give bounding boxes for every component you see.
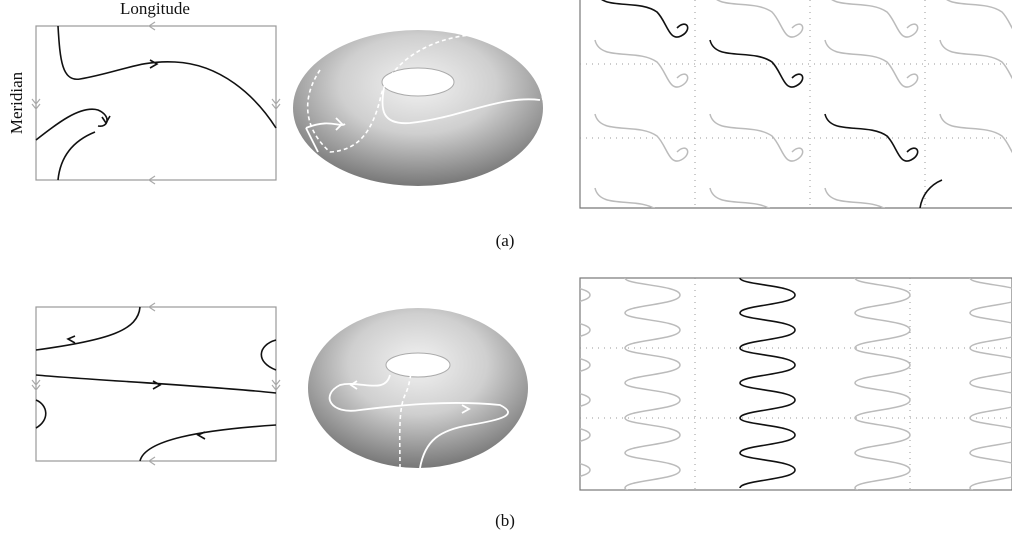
curve xyxy=(140,425,276,461)
curve xyxy=(58,132,95,180)
curve-copy xyxy=(595,188,688,235)
domain-frame xyxy=(36,26,276,180)
curve xyxy=(36,375,276,393)
curve-copy xyxy=(855,313,910,383)
curve-copy xyxy=(595,0,688,37)
y-label: Meridian xyxy=(7,71,26,134)
curve-copy xyxy=(855,383,910,453)
arrow xyxy=(68,336,205,439)
curve-copy xyxy=(825,0,918,37)
curve xyxy=(58,26,276,128)
curve-copy xyxy=(740,418,795,488)
curve-copy xyxy=(855,453,910,523)
torus-hole xyxy=(382,68,454,96)
panel-b-domain xyxy=(32,303,280,465)
edge-arrows xyxy=(149,22,155,184)
curve-copy xyxy=(595,40,688,87)
curve-copy xyxy=(710,0,803,37)
torus-a xyxy=(293,30,543,186)
torus xyxy=(308,308,528,468)
curve-copy xyxy=(535,348,590,418)
curve-copy xyxy=(825,188,918,235)
axes xyxy=(580,0,1012,208)
curve xyxy=(36,109,107,140)
caption: (b) xyxy=(495,511,515,530)
curve-copy xyxy=(535,278,590,348)
curve-copy xyxy=(740,278,795,348)
copies xyxy=(535,243,1012,523)
curve xyxy=(36,307,140,350)
tiling-b xyxy=(535,243,1012,523)
curve-copy xyxy=(535,418,590,488)
curve-copy xyxy=(710,188,803,235)
curve-copy xyxy=(710,114,803,161)
figure: Longitude Meridian xyxy=(0,0,1012,535)
curve-copy xyxy=(740,348,795,418)
arrow xyxy=(150,60,157,68)
curve-copy xyxy=(595,114,688,161)
edge-arrows xyxy=(32,380,280,390)
curve-copy xyxy=(625,453,680,523)
panel-a-domain: Longitude Meridian xyxy=(7,0,280,184)
torus xyxy=(293,30,543,186)
curve-copy xyxy=(940,0,1012,37)
axes xyxy=(580,278,1012,490)
caption: (a) xyxy=(496,231,515,250)
lifted-curve xyxy=(595,0,942,208)
curve-copy xyxy=(480,0,573,37)
x-label: Longitude xyxy=(120,0,190,18)
copies xyxy=(480,0,1012,235)
tiling-a xyxy=(480,0,1012,235)
curve-copy xyxy=(970,453,1012,523)
torus-b xyxy=(308,308,528,468)
torus-hole xyxy=(386,353,450,377)
edge-arrows xyxy=(32,99,280,109)
lifted-curve xyxy=(740,278,795,488)
curve-copy xyxy=(710,40,803,87)
